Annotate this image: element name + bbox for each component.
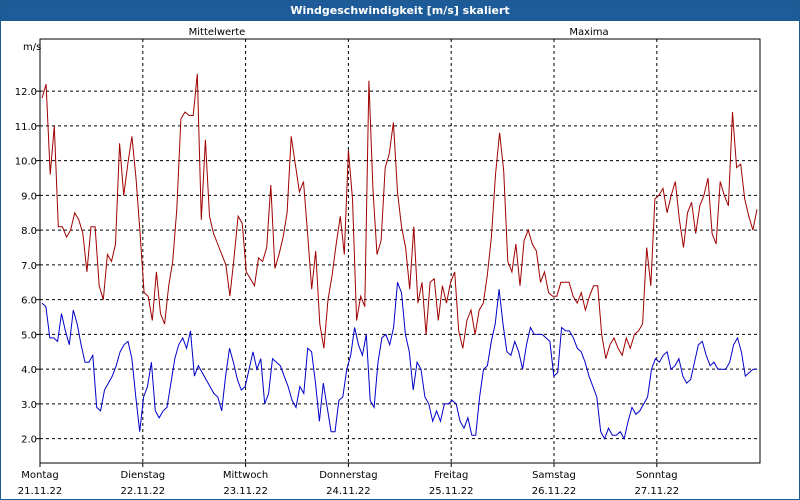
x-tick-date: 24.11.22 xyxy=(326,486,371,497)
y-tick-label: 6.0 xyxy=(21,296,37,307)
y-tick-label: 11.0 xyxy=(15,122,37,133)
y-tick-label: 7.0 xyxy=(21,261,37,272)
x-tick-date: 27.11.22 xyxy=(635,486,680,497)
x-tick-date: 21.11.22 xyxy=(18,486,63,497)
series-line-mittelwerte xyxy=(41,282,757,441)
x-tick-date: 22.11.22 xyxy=(121,486,166,497)
x-tick-date: 25.11.22 xyxy=(429,486,474,497)
x-tick-day: Mittwoch xyxy=(223,470,268,481)
y-tick-label: 8.0 xyxy=(21,226,37,237)
x-tick-day: Donnerstag xyxy=(319,470,377,481)
series-lines xyxy=(41,73,758,441)
x-tick-day: Dienstag xyxy=(121,470,166,481)
x-axis-ticks: Montag 21.11.22 Dienstag 22.11.22 Mittwoch 23… xyxy=(18,463,679,497)
y-tick-label: 2.0 xyxy=(21,435,37,446)
x-tick-day: Samstag xyxy=(532,470,576,481)
plot-area xyxy=(39,38,761,464)
x-tick-day: Freitag xyxy=(434,470,468,481)
series-line-maxima xyxy=(41,73,758,359)
chart-title: Windgeschwindigkeit [m/s] skaliert xyxy=(1,1,799,21)
x-tick-day: Sonntag xyxy=(636,470,678,481)
y-tick-label: 5.0 xyxy=(21,330,37,341)
y-tick-label: 4.0 xyxy=(21,365,37,376)
y-axis-ticks: 2.0 3.0 4.0 5.0 6.0 7.0 8.0 9.0 10.0 11.0 12.0 xyxy=(15,87,40,446)
x-tick-day: Montag xyxy=(21,470,58,481)
legend-mittelwerte: Mittelwerte xyxy=(189,27,246,38)
y-tick-label: 9.0 xyxy=(21,191,37,202)
y-axis-label: m/s xyxy=(23,42,41,53)
y-tick-label: 10.0 xyxy=(15,157,37,168)
gridlines xyxy=(40,39,760,463)
x-tick-date: 26.11.22 xyxy=(532,486,577,497)
legend-maxima: Maxima xyxy=(569,27,608,38)
x-tick-date: 23.11.22 xyxy=(223,486,268,497)
y-tick-label: 3.0 xyxy=(21,400,37,411)
y-tick-label: 12.0 xyxy=(15,87,37,98)
